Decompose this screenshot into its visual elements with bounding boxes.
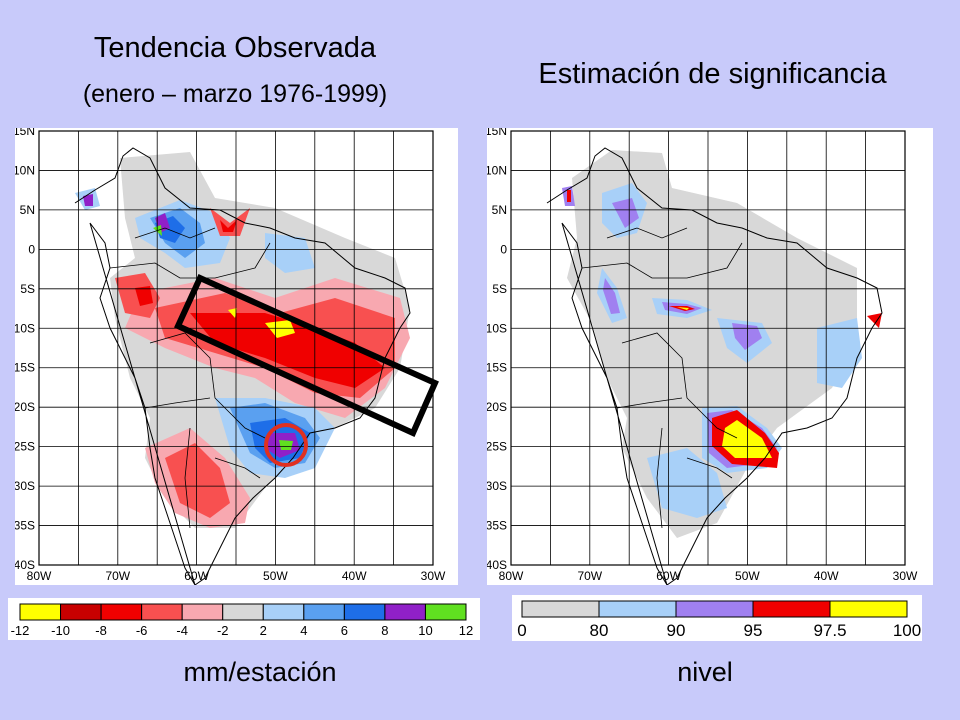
continent-outline bbox=[546, 147, 883, 585]
legend-tick-label: 97.5 bbox=[813, 621, 846, 640]
lon-tick-label: 50W bbox=[735, 569, 760, 583]
lon-tick-label: 70W bbox=[577, 569, 602, 583]
lat-tick-label: 20S bbox=[487, 400, 507, 414]
significance-unit-label: nivel bbox=[677, 657, 733, 687]
legend-tick-label: 12 bbox=[459, 623, 473, 638]
legend-swatch bbox=[829, 600, 908, 618]
latlon-grid bbox=[38, 130, 434, 566]
legend-tick-label: 10 bbox=[418, 623, 432, 638]
significance-color-legend: 0 80 90 95 97.5 100 bbox=[512, 595, 922, 641]
lat-tick-label: 5N bbox=[492, 203, 507, 217]
legend-tick-label: 2 bbox=[260, 623, 267, 638]
significance-map-panel: 15N 10N 5N 0 5S 10S 15S 20S 25S 30S 35S 40S 80W 70W 6… bbox=[487, 128, 933, 585]
legend-tick-label: -8 bbox=[95, 623, 107, 638]
trend-map-panel: 15N 10N 5N 0 5S 10S 15S 20S 25S 30S 35S 40S 80W 70W 6… bbox=[15, 128, 458, 585]
lon-tick-label: 60W bbox=[184, 569, 209, 583]
legend-swatch bbox=[424, 603, 467, 621]
lat-axis-labels: 15N 10N 5N 0 5S 10S 15S 20S 25S 30S 35S 40S bbox=[487, 128, 507, 572]
legend-swatch bbox=[141, 603, 183, 621]
significance-legend-bar: 0 80 90 95 97.5 100 bbox=[517, 600, 921, 640]
lon-axis-labels: 80W 70W 60W 50W 40W 30W bbox=[27, 569, 446, 583]
lat-tick-label: 40S bbox=[487, 558, 507, 572]
lat-tick-label: 10S bbox=[487, 321, 507, 335]
lat-tick-label: 25S bbox=[487, 440, 507, 454]
lon-tick-label: 50W bbox=[263, 569, 288, 583]
legend-tick-label: 95 bbox=[744, 621, 763, 640]
left-map-subtitle: (enero – marzo 1976-1999) bbox=[82, 80, 388, 108]
legend-tick-label: -12 bbox=[11, 623, 30, 638]
lat-tick-label: 5S bbox=[492, 282, 507, 296]
significance-shading bbox=[562, 150, 882, 538]
legend-swatch bbox=[181, 603, 224, 621]
legend-swatch bbox=[598, 600, 677, 618]
lat-tick-label: 5N bbox=[20, 203, 35, 217]
lon-tick-label: 60W bbox=[656, 569, 681, 583]
legend-tick-label: 6 bbox=[341, 623, 348, 638]
lat-tick-label: 10N bbox=[487, 163, 507, 177]
legend-swatch bbox=[303, 603, 345, 621]
trend-shading bbox=[75, 152, 410, 528]
lat-tick-label: 20S bbox=[15, 400, 35, 414]
latlon-grid bbox=[510, 130, 906, 566]
significance-map: 15N 10N 5N 0 5S 10S 15S 20S 25S 30S 35S 40S 80W 70W 6… bbox=[487, 128, 918, 585]
highlight-circle bbox=[264, 423, 308, 467]
legend-swatch bbox=[343, 603, 386, 621]
legend-tick-label: 100 bbox=[893, 621, 921, 640]
legend-tick-label: -10 bbox=[51, 623, 70, 638]
lat-tick-label: 30S bbox=[15, 479, 35, 493]
lat-tick-label: 30S bbox=[487, 479, 507, 493]
lat-tick-label: 15N bbox=[487, 128, 507, 138]
right-map-title: Estimación de significancia bbox=[538, 58, 887, 90]
map-frame bbox=[38, 130, 434, 566]
trend-map: 15N 10N 5N 0 5S 10S 15S 20S 25S 30S 35S 40S 80W 70W 6… bbox=[15, 128, 446, 585]
legend-tick-label: 90 bbox=[667, 621, 686, 640]
lat-tick-label: 15S bbox=[15, 361, 35, 375]
legend-tick-label: 8 bbox=[381, 623, 388, 638]
lat-tick-label: 15N bbox=[15, 128, 35, 138]
lat-tick-label: 40S bbox=[15, 558, 35, 572]
legend-tick-label: -2 bbox=[217, 623, 229, 638]
country-borders bbox=[581, 227, 743, 529]
legend-tick-label: 0 bbox=[517, 621, 526, 640]
lon-tick-label: 40W bbox=[814, 569, 839, 583]
lat-tick-label: 0 bbox=[28, 242, 35, 256]
trend-color-legend: -12 -10 -8 -6 -4 -2 2 4 6 8 10 12 bbox=[8, 598, 480, 640]
legend-swatch bbox=[262, 603, 305, 621]
lat-tick-label: 15S bbox=[487, 361, 507, 375]
continent-outline bbox=[74, 147, 411, 585]
legend-tick-label: 80 bbox=[590, 621, 609, 640]
lon-tick-label: 80W bbox=[499, 569, 524, 583]
left-map-title: Tendencia Observada bbox=[93, 32, 377, 64]
lon-tick-label: 30W bbox=[893, 569, 918, 583]
legend-tick-label: 4 bbox=[300, 623, 307, 638]
lon-tick-label: 30W bbox=[421, 569, 446, 583]
lat-tick-label: 10N bbox=[15, 163, 35, 177]
legend-swatch bbox=[19, 603, 62, 621]
lat-tick-label: 25S bbox=[15, 440, 35, 454]
trend-legend-bar: -12 -10 -8 -6 -4 -2 2 4 6 8 10 12 bbox=[11, 603, 473, 638]
lat-tick-label: 35S bbox=[15, 519, 35, 533]
map-frame bbox=[510, 130, 906, 566]
trend-unit-label: mm/estación bbox=[183, 657, 337, 687]
lon-tick-label: 70W bbox=[105, 569, 130, 583]
legend-swatch bbox=[60, 603, 102, 621]
legend-swatch bbox=[675, 600, 754, 618]
lon-tick-label: 80W bbox=[27, 569, 52, 583]
legend-tick-label: -4 bbox=[176, 623, 188, 638]
legend-swatch bbox=[521, 600, 600, 618]
legend-swatch bbox=[222, 603, 264, 621]
lon-tick-label: 40W bbox=[342, 569, 367, 583]
lat-tick-label: 10S bbox=[15, 321, 35, 335]
lat-axis-labels: 15N 10N 5N 0 5S 10S 15S 20S 25S 30S 35S 40S bbox=[15, 128, 35, 572]
legend-swatch bbox=[384, 603, 426, 621]
legend-tick-label: -6 bbox=[136, 623, 148, 638]
legend-swatch bbox=[100, 603, 143, 621]
lat-tick-label: 0 bbox=[500, 242, 507, 256]
lat-tick-label: 5S bbox=[20, 282, 35, 296]
lat-tick-label: 35S bbox=[487, 519, 507, 533]
highlight-box bbox=[174, 274, 439, 437]
lon-axis-labels: 80W 70W 60W 50W 40W 30W bbox=[499, 569, 918, 583]
legend-swatch bbox=[752, 600, 831, 618]
